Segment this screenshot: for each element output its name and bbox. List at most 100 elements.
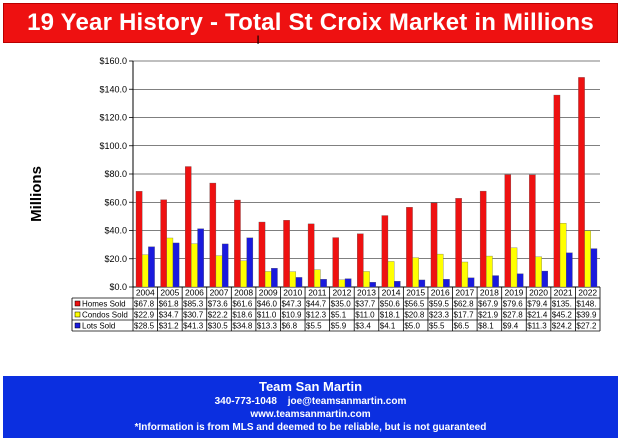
x-tick-label: 2014 — [382, 288, 401, 298]
data-label: $61.8 — [159, 300, 180, 309]
y-tick-label: $100.0 — [99, 141, 127, 151]
data-label: $62.8 — [454, 300, 475, 309]
y-tick-label: $0.0 — [109, 282, 127, 292]
bar-condos-sold — [363, 271, 370, 288]
x-tick-label: 2010 — [283, 288, 302, 298]
bar-homes-sold — [406, 207, 413, 288]
y-tick-label: $60.0 — [104, 197, 127, 207]
data-label: $11.0 — [355, 311, 375, 320]
chart-title: 19 Year History - Total St Croix Market … — [27, 9, 594, 36]
y-tick-label: $120.0 — [99, 113, 127, 123]
data-label: $17.7 — [454, 311, 475, 320]
data-label: $34.7 — [159, 311, 180, 320]
y-tick-label: $160.0 — [99, 56, 127, 66]
bar-lots-sold — [590, 248, 598, 288]
data-label: $85.3 — [183, 300, 204, 309]
x-tick-label: 2019 — [505, 288, 524, 298]
data-label: $41.3 — [183, 322, 204, 331]
x-tick-label: 2017 — [455, 288, 474, 298]
bar-homes-sold — [430, 202, 438, 288]
bar-lots-sold — [320, 279, 327, 288]
data-label: $11.3 — [527, 322, 547, 331]
bar-condos-sold — [314, 269, 321, 288]
data-label: $23.3 — [429, 311, 450, 320]
data-label: $37.7 — [355, 300, 376, 309]
data-label: $46.0 — [257, 300, 278, 309]
data-label: $27.8 — [503, 311, 524, 320]
data-label: $34.8 — [232, 322, 253, 331]
x-tick-label: 2013 — [357, 288, 376, 298]
legend-label: Lots Sold — [82, 322, 115, 331]
legend-label: Homes Sold — [82, 300, 126, 309]
bar-homes-sold — [578, 77, 585, 288]
x-tick-label: 2009 — [259, 288, 278, 298]
data-label: $9.4 — [503, 322, 519, 331]
bar-lots-sold — [344, 278, 352, 288]
legend-label: Condos Sold — [82, 311, 128, 320]
data-label: $79.4 — [527, 300, 548, 309]
bar-lots-sold — [418, 279, 426, 288]
bar-homes-sold — [209, 182, 217, 288]
y-tick-label: $20.0 — [104, 254, 127, 264]
bar-condos-sold — [338, 279, 346, 288]
data-label: $31.2 — [159, 322, 180, 331]
x-tick-label: 2012 — [332, 288, 351, 298]
data-label: $47.3 — [281, 300, 302, 309]
data-label: $22.9 — [134, 311, 155, 320]
x-tick-label: 2008 — [234, 288, 253, 298]
bar-homes-sold — [455, 198, 462, 288]
bar-homes-sold — [357, 233, 364, 288]
x-tick-label: 2022 — [578, 288, 597, 298]
data-label: $79.6 — [503, 300, 524, 309]
contact-line: 340-773-1048 joe@teamsanmartin.com — [3, 396, 618, 407]
bar-homes-sold — [135, 191, 143, 288]
bar-homes-sold — [479, 190, 487, 288]
x-tick-label: 2021 — [554, 288, 573, 298]
email-address[interactable]: joe@teamsanmartin.com — [287, 396, 407, 407]
data-label: $5.1 — [331, 311, 347, 320]
bar-homes-sold — [381, 215, 389, 288]
data-label: $18.6 — [232, 311, 253, 320]
data-label: $21.4 — [527, 311, 548, 320]
phone-number: 340-773-1048 — [214, 396, 277, 407]
x-tick-label: 2015 — [406, 288, 425, 298]
website-link[interactable]: www.teamsanmartin.com — [250, 409, 371, 420]
legend-swatch — [74, 300, 81, 307]
bar-condos-sold — [535, 256, 542, 288]
bar-lots-sold — [467, 277, 475, 288]
bar-lots-sold — [246, 237, 254, 288]
bar-homes-sold — [258, 221, 266, 288]
bar-lots-sold — [221, 243, 229, 288]
x-tick-label: 2020 — [529, 288, 548, 298]
x-tick-label: 2006 — [185, 288, 204, 298]
data-label: $148. — [576, 300, 596, 309]
data-label: $10.9 — [281, 311, 302, 320]
y-tick-label: $80.0 — [104, 169, 127, 179]
data-label: $67.8 — [134, 300, 155, 309]
data-label: $18.1 — [380, 311, 401, 320]
bar-condos-sold — [412, 257, 419, 288]
text-cursor-icon: I — [256, 33, 259, 47]
x-tick-label: 2005 — [160, 288, 179, 298]
team-name: Team San Martin — [258, 379, 363, 394]
bar-condos-sold — [215, 255, 223, 288]
bar-condos-sold — [559, 223, 567, 288]
bar-condos-sold — [436, 253, 444, 288]
x-tick-label: 2004 — [136, 288, 155, 298]
bar-condos-sold — [387, 261, 395, 288]
bar-condos-sold — [142, 254, 149, 288]
data-label: $28.5 — [134, 322, 155, 331]
legend-swatch — [74, 322, 81, 329]
bar-condos-sold — [486, 255, 493, 288]
data-label: $44.7 — [306, 300, 327, 309]
bar-homes-sold — [184, 166, 192, 288]
bar-lots-sold — [516, 273, 524, 288]
data-label: $3.4 — [355, 322, 371, 331]
data-label: $135. — [552, 300, 572, 309]
data-label: $61.6 — [232, 300, 253, 309]
data-label: $5.9 — [331, 322, 347, 331]
bar-condos-sold — [264, 271, 272, 288]
data-label: $30.5 — [208, 322, 229, 331]
data-label: $67.9 — [478, 300, 499, 309]
data-label: $5.5 — [306, 322, 322, 331]
